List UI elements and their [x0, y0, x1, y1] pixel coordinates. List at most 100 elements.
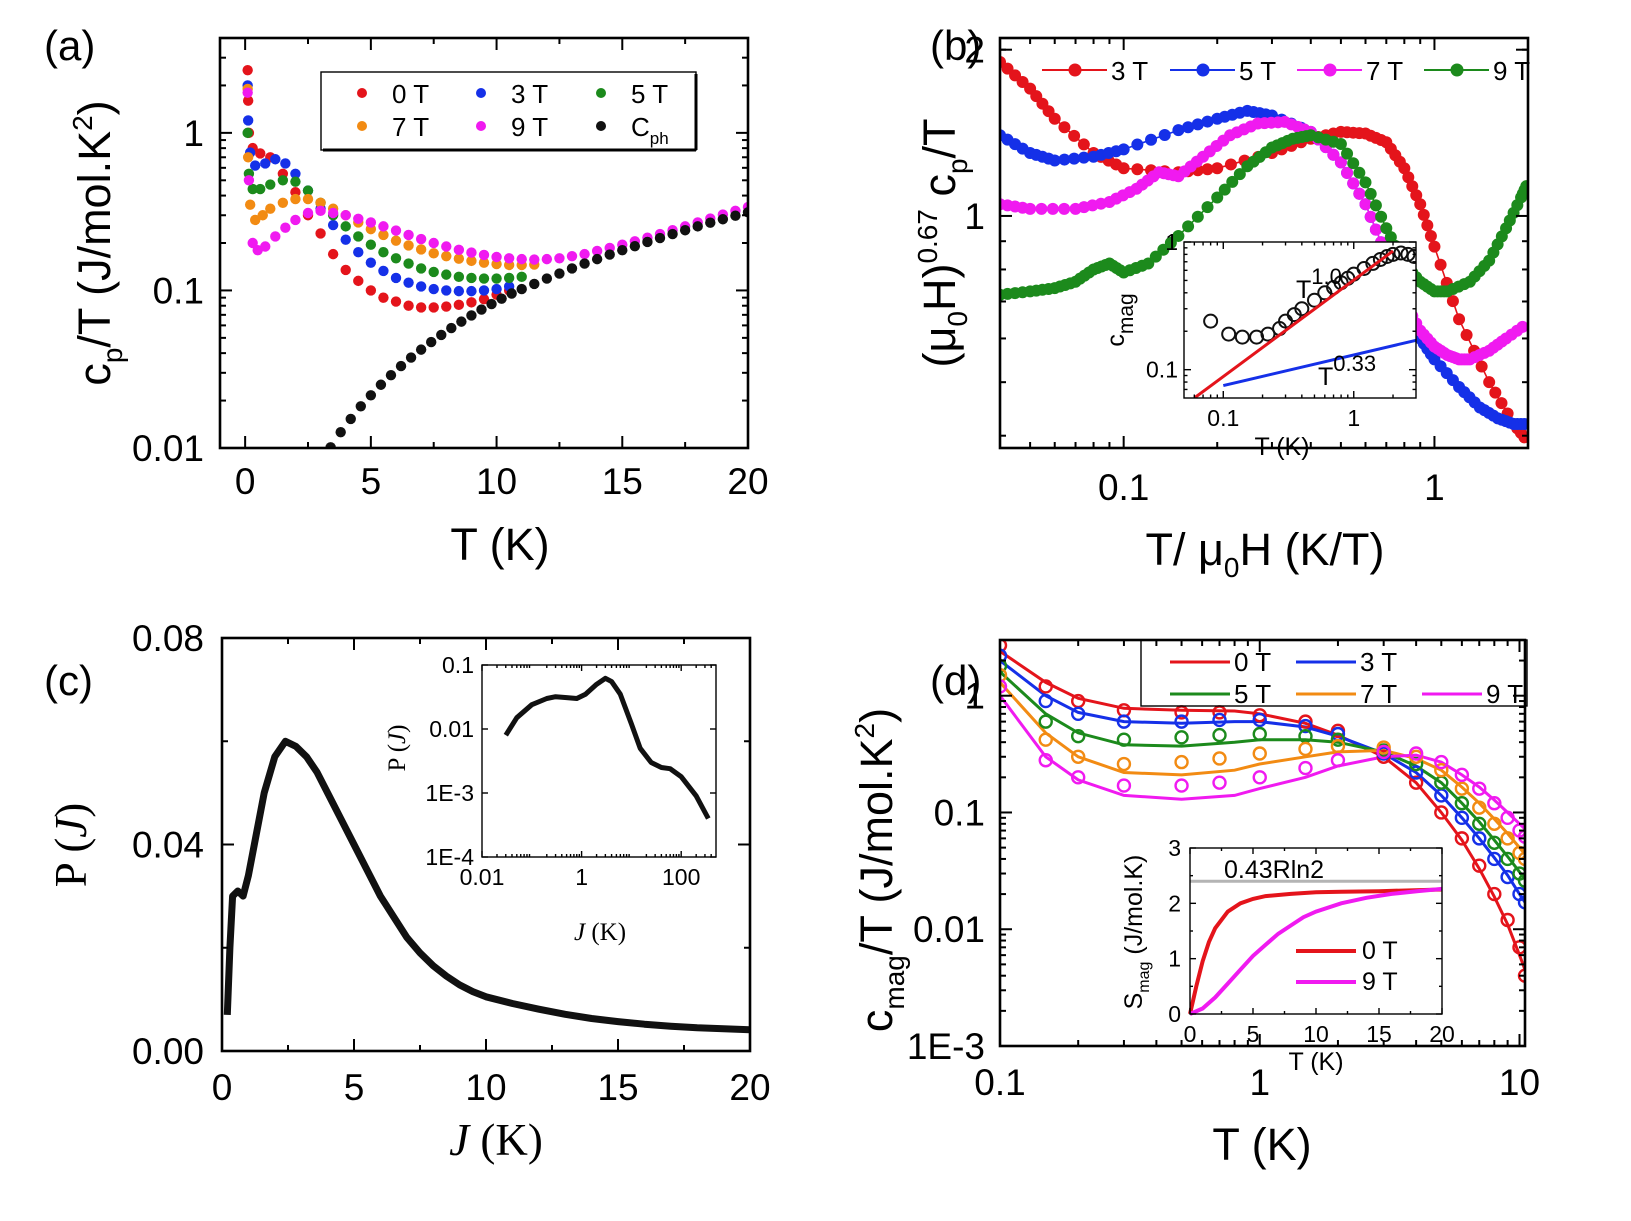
- x-axis-label-part: H (K/T): [1240, 524, 1385, 575]
- inset-x-axis-label: J (K): [574, 919, 626, 946]
- data-point: [1421, 219, 1434, 232]
- data-point: [247, 183, 258, 195]
- data-point: [1191, 210, 1204, 223]
- data-point: [1402, 171, 1415, 184]
- data-point: [1489, 386, 1502, 399]
- data-point: [1252, 708, 1267, 723]
- legend-label: 9 T: [1486, 679, 1523, 709]
- data-point: [265, 179, 276, 190]
- data-point: [1369, 223, 1382, 236]
- data-point: [1038, 693, 1053, 709]
- data-point: [290, 168, 301, 179]
- inset-x-tick-label: 1: [575, 864, 588, 890]
- y-axis-label-part: c: [69, 363, 120, 386]
- data-point: [1046, 202, 1059, 215]
- data-point: [1347, 177, 1360, 190]
- x-axis-label: T (K): [450, 519, 549, 570]
- x-tick-label: 5: [361, 461, 382, 502]
- data-point: [378, 246, 389, 258]
- data-point: [340, 264, 351, 276]
- data-point: [1428, 240, 1441, 253]
- panel-label-a: (a): [44, 22, 95, 69]
- data-point: [353, 246, 364, 258]
- inset-y-tick-label: 0: [1168, 1001, 1181, 1027]
- data-point: [1182, 121, 1195, 134]
- data-point: [1116, 714, 1132, 729]
- data-point: [1364, 187, 1377, 200]
- data-point: [1434, 754, 1449, 770]
- legend-marker: [1196, 63, 1210, 77]
- inset-data-point: [1294, 301, 1310, 317]
- data-point: [730, 210, 741, 221]
- data-point: [1434, 258, 1447, 271]
- data-point: [1117, 143, 1130, 156]
- data-point: [1369, 199, 1382, 212]
- data-point: [1410, 189, 1423, 202]
- data-point: [1070, 749, 1086, 764]
- fit-label-exp: 1.0: [1311, 264, 1342, 289]
- legend-marker: [596, 121, 606, 131]
- data-point: [1068, 129, 1081, 142]
- inset-y-tick-label: 1E-3: [425, 780, 474, 806]
- data-point: [1500, 912, 1515, 928]
- legend-marker: [476, 88, 486, 98]
- data-point: [1212, 727, 1227, 743]
- inset-y-tick-label: 2: [1168, 890, 1181, 916]
- inset-y-tick-label: 0.01: [429, 716, 474, 742]
- data-point: [302, 193, 314, 205]
- data-point: [446, 322, 457, 334]
- data-point: [478, 273, 490, 284]
- data-point: [476, 304, 487, 315]
- data-point: [290, 214, 301, 226]
- inset-fit-line: [1222, 338, 1416, 388]
- data-point: [506, 288, 517, 299]
- inset-y-tick-label: 0.1: [1146, 357, 1178, 383]
- data-point: [1408, 775, 1424, 790]
- inset-y-axis-label-part: P (: [384, 744, 411, 772]
- inset-legend-label: 0 T: [1362, 937, 1398, 965]
- legend: 0 T 3 T 5 T 7 T 9 T: [1140, 639, 1528, 709]
- y-axis-label-part: /T: [914, 118, 965, 158]
- data-point: [579, 258, 590, 269]
- data-point: [1434, 763, 1449, 778]
- data-point: [456, 316, 467, 327]
- inset-data: [1193, 245, 1416, 398]
- data-point: [1077, 151, 1090, 164]
- data-point: [1330, 738, 1346, 754]
- inset-data-point: [1221, 326, 1237, 342]
- data-point: [244, 199, 256, 210]
- data-point: [1472, 800, 1487, 815]
- legend-label: 9 T: [1493, 56, 1530, 86]
- inset-fit-label-red: T1.0: [1296, 264, 1342, 304]
- data-point: [1500, 851, 1515, 867]
- inset-data-point: [1306, 292, 1322, 308]
- data-point: [1408, 765, 1424, 780]
- data-point: [441, 301, 452, 312]
- y-tick-label: 2: [964, 30, 985, 71]
- data-point: [1212, 751, 1227, 766]
- data-point: [1298, 760, 1313, 776]
- x-tick-label: 10: [1499, 1062, 1540, 1103]
- data-point: [1218, 183, 1231, 196]
- data-point: [242, 115, 254, 126]
- inset-y-tick-label: 1: [1168, 946, 1181, 972]
- data-point: [591, 245, 603, 257]
- data-point: [415, 281, 427, 292]
- data-point: [315, 197, 326, 208]
- data-point: [353, 231, 364, 242]
- y-axis-label-part: P (: [46, 838, 96, 888]
- x-axis-label: J (K): [449, 1115, 543, 1165]
- data-point: [466, 247, 477, 258]
- data-point: [403, 240, 414, 251]
- data-point: [277, 175, 289, 186]
- data-point: [390, 225, 402, 236]
- data-point: [1117, 162, 1130, 175]
- legend-label: 5 T: [1239, 56, 1276, 86]
- data-point: [604, 249, 615, 260]
- data-point: [478, 249, 490, 261]
- data-point: [315, 205, 326, 217]
- x-tick-label: 10: [465, 1067, 506, 1108]
- data-point: [579, 248, 590, 260]
- panel-label-b: (b): [930, 22, 981, 69]
